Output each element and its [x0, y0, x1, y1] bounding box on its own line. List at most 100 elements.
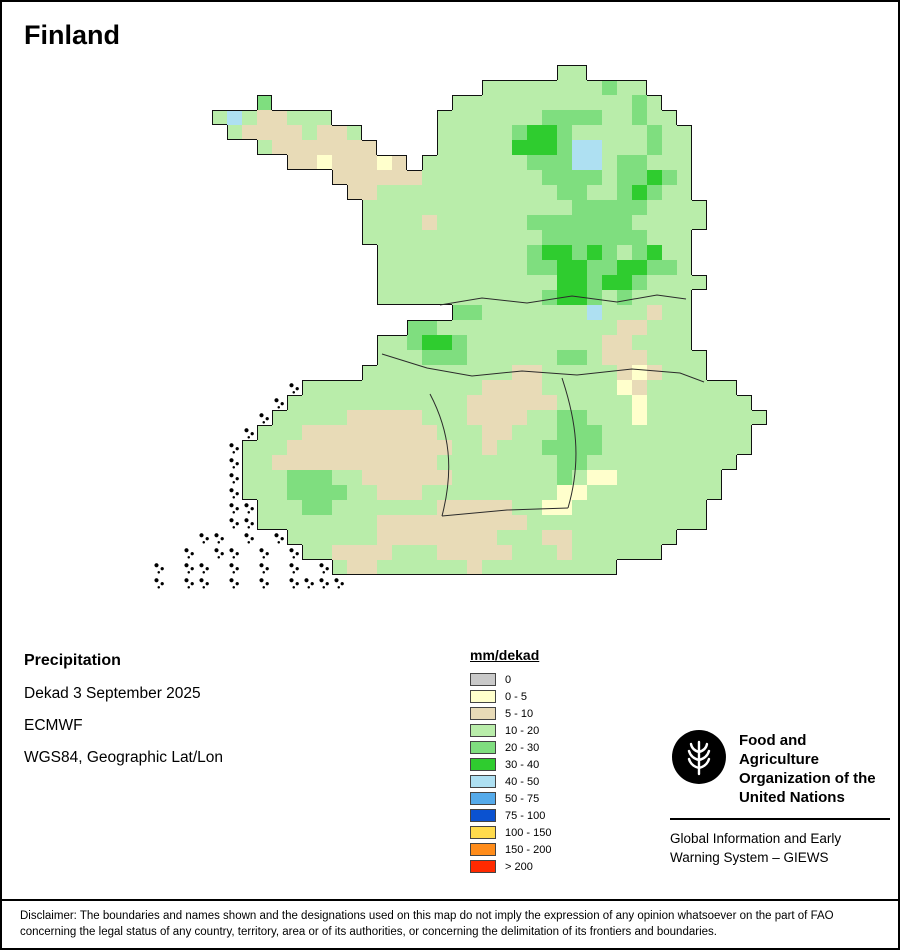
map-cell — [362, 425, 377, 440]
giews-line: Global Information and Early — [670, 831, 842, 846]
map-cell — [317, 530, 332, 545]
map-cell — [497, 230, 512, 245]
coastline-islands — [182, 545, 197, 560]
map-cell — [302, 485, 317, 500]
coastline-islands — [197, 530, 212, 545]
map-cell — [602, 215, 617, 230]
map-cell — [542, 140, 557, 155]
map-cell — [422, 500, 437, 515]
map-cell — [617, 230, 632, 245]
map-cell — [302, 380, 317, 395]
map-cell — [632, 395, 647, 410]
map-cell — [482, 500, 497, 515]
coastline-islands — [182, 560, 197, 575]
map-cell — [527, 260, 542, 275]
map-cell — [647, 545, 662, 560]
map-cell — [317, 440, 332, 455]
map-cell — [572, 335, 587, 350]
map-cell — [572, 65, 587, 80]
map-cell — [392, 350, 407, 365]
map-cell — [527, 425, 542, 440]
map-cell — [632, 200, 647, 215]
map-cell — [662, 335, 677, 350]
map-cell — [572, 110, 587, 125]
map-cell — [557, 500, 572, 515]
map-cell — [437, 440, 452, 455]
map-cell — [437, 200, 452, 215]
map-cell — [452, 200, 467, 215]
map-cell — [302, 125, 317, 140]
legend-color-swatch — [470, 690, 496, 703]
map-cell — [662, 395, 677, 410]
map-cell — [467, 350, 482, 365]
map-cell — [617, 245, 632, 260]
map-cell — [542, 305, 557, 320]
map-cell — [257, 470, 272, 485]
map-cell — [407, 545, 422, 560]
map-cell — [557, 530, 572, 545]
map-cell — [647, 200, 662, 215]
map-cell — [512, 470, 527, 485]
map-cell — [302, 530, 317, 545]
map-cell — [407, 230, 422, 245]
legend-item: > 200 — [470, 858, 551, 875]
map-cell — [362, 410, 377, 425]
map-cell — [692, 350, 707, 365]
map-cell — [407, 530, 422, 545]
map-cell — [242, 485, 257, 500]
coastline-islands — [227, 560, 242, 575]
map-cell — [467, 290, 482, 305]
map-cell — [287, 530, 302, 545]
map-cell — [362, 230, 377, 245]
map-cell — [617, 500, 632, 515]
map-cell — [467, 140, 482, 155]
map-cell — [632, 470, 647, 485]
map-cell — [347, 140, 362, 155]
map-cell — [587, 275, 602, 290]
fao-org-line: Organization of the — [738, 770, 876, 787]
map-cell — [467, 395, 482, 410]
map-cell — [632, 485, 647, 500]
map-cell — [557, 470, 572, 485]
legend-item: 30 - 40 — [470, 756, 551, 773]
map-cell — [317, 515, 332, 530]
legend-item: 75 - 100 — [470, 807, 551, 824]
map-cell — [332, 125, 347, 140]
map-cell — [467, 110, 482, 125]
map-cell — [497, 215, 512, 230]
map-cell — [257, 440, 272, 455]
map-cell — [632, 410, 647, 425]
map-cell — [497, 410, 512, 425]
legend-label: 150 - 200 — [505, 843, 552, 856]
legend: mm/dekad 0 0 - 5 5 - 10 10 - 20 20 - 30 30 - … — [470, 647, 551, 875]
map-cell — [647, 185, 662, 200]
map-cell — [587, 515, 602, 530]
map-cell — [452, 245, 467, 260]
map-cell — [452, 455, 467, 470]
map-cell — [737, 410, 752, 425]
map-cell — [437, 350, 452, 365]
map-cell — [527, 380, 542, 395]
legend-label: 20 - 30 — [505, 741, 540, 754]
map-cell — [632, 500, 647, 515]
map-cell — [677, 275, 692, 290]
map-cell — [647, 305, 662, 320]
map-cell — [632, 95, 647, 110]
map-cell — [512, 185, 527, 200]
map-cell — [632, 230, 647, 245]
map-cell — [602, 440, 617, 455]
map-cell — [587, 350, 602, 365]
map-cell — [602, 155, 617, 170]
map-cell — [497, 200, 512, 215]
map-cell — [482, 380, 497, 395]
map-cell — [512, 545, 527, 560]
map-cell — [467, 380, 482, 395]
map-cell — [542, 530, 557, 545]
map-cell — [392, 335, 407, 350]
map-cell — [632, 455, 647, 470]
map-cell — [632, 170, 647, 185]
map-cell — [482, 80, 497, 95]
map-cell — [242, 110, 257, 125]
map-cell — [587, 200, 602, 215]
map-cell — [647, 350, 662, 365]
